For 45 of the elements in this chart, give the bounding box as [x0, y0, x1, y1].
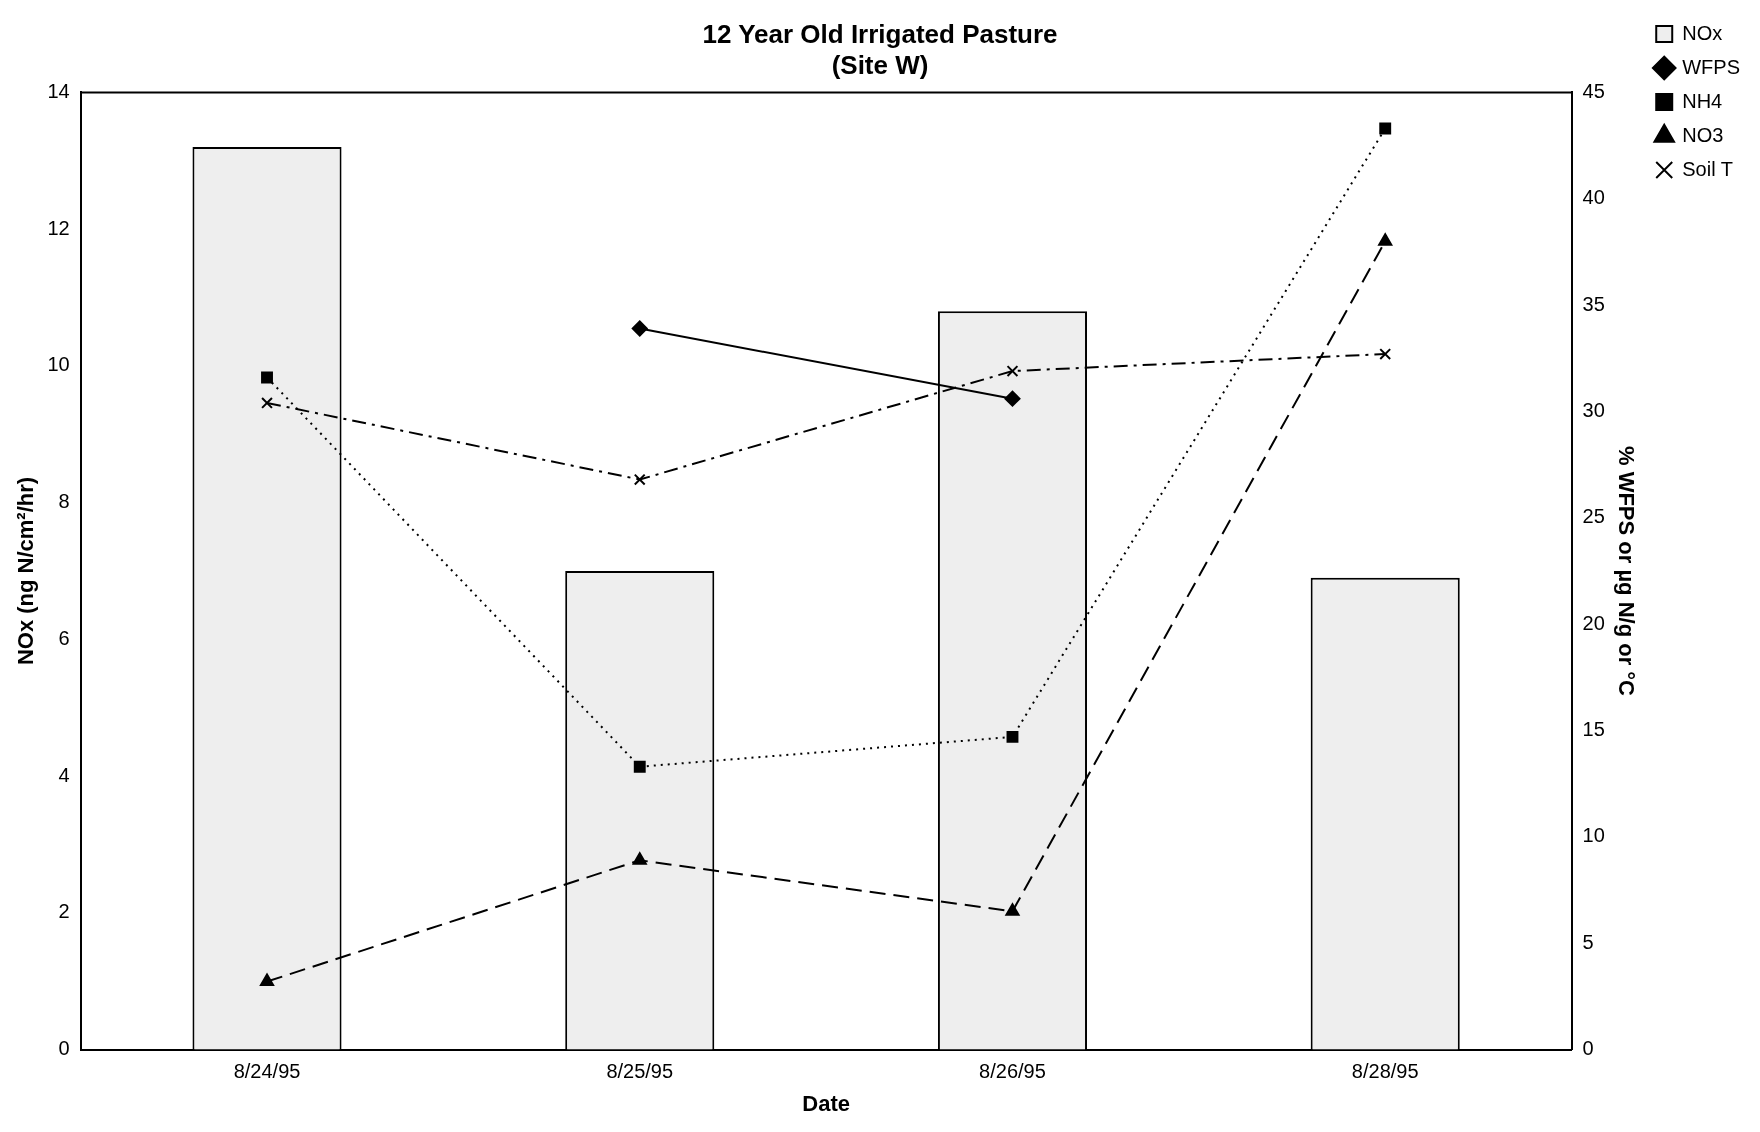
- point: [259, 973, 275, 987]
- legend-label: Soil T: [1682, 157, 1733, 180]
- x-tick-label: 8/28/95: [1351, 1060, 1419, 1083]
- point: [1006, 730, 1019, 743]
- point: [261, 371, 273, 384]
- point: [633, 473, 646, 486]
- legend-label: WFPS: [1682, 55, 1741, 78]
- chart-title: 12 Year Old Irrigated Pasture (Site W): [702, 18, 1058, 80]
- point: [632, 852, 647, 865]
- y-tick-label: 4: [58, 763, 70, 786]
- point: [1005, 903, 1020, 916]
- x-axis-title: Date: [802, 1090, 850, 1116]
- legend-label: NOx: [1682, 21, 1723, 44]
- point: [1006, 365, 1019, 377]
- y-tick-label: 0: [58, 1037, 70, 1060]
- point: [261, 397, 273, 409]
- y2-tick-label: 35: [1582, 292, 1605, 315]
- y-tick-label: 10: [47, 353, 70, 376]
- y-axis-title: NOx (ng N/cm²/hr): [13, 476, 39, 666]
- y-tick-label: 12: [47, 216, 70, 239]
- y2-tick-label: 20: [1582, 611, 1605, 634]
- y2-tick-label: 25: [1582, 505, 1605, 528]
- point: [633, 760, 646, 773]
- point: [1378, 233, 1393, 246]
- y2-tick-label: 40: [1582, 186, 1605, 209]
- y2-tick-label: 45: [1582, 79, 1605, 102]
- y-tick-label: 14: [47, 79, 70, 102]
- y2-tick-label: 5: [1582, 930, 1594, 953]
- y2-tick-label: 15: [1582, 718, 1605, 741]
- y-tick-label: 8: [58, 490, 70, 513]
- point: [631, 320, 648, 337]
- y2-tick-label: 10: [1582, 824, 1605, 847]
- y-tick-label: 6: [58, 626, 70, 649]
- x-tick-label: 8/24/95: [233, 1060, 301, 1083]
- point: [1004, 390, 1021, 407]
- point: [1379, 348, 1392, 360]
- y2-axis-title: % WFPS or µg N/g or °C: [1613, 445, 1639, 697]
- y2-tick-label: 0: [1582, 1037, 1594, 1060]
- point: [1379, 122, 1392, 135]
- legend-label: NH4: [1682, 89, 1723, 112]
- x-tick-label: 8/26/95: [979, 1060, 1046, 1083]
- legend-label: NO3: [1682, 123, 1724, 146]
- x-tick-label: 8/25/95: [606, 1060, 674, 1083]
- y2-tick-label: 30: [1582, 398, 1605, 421]
- y-tick-label: 2: [58, 900, 70, 923]
